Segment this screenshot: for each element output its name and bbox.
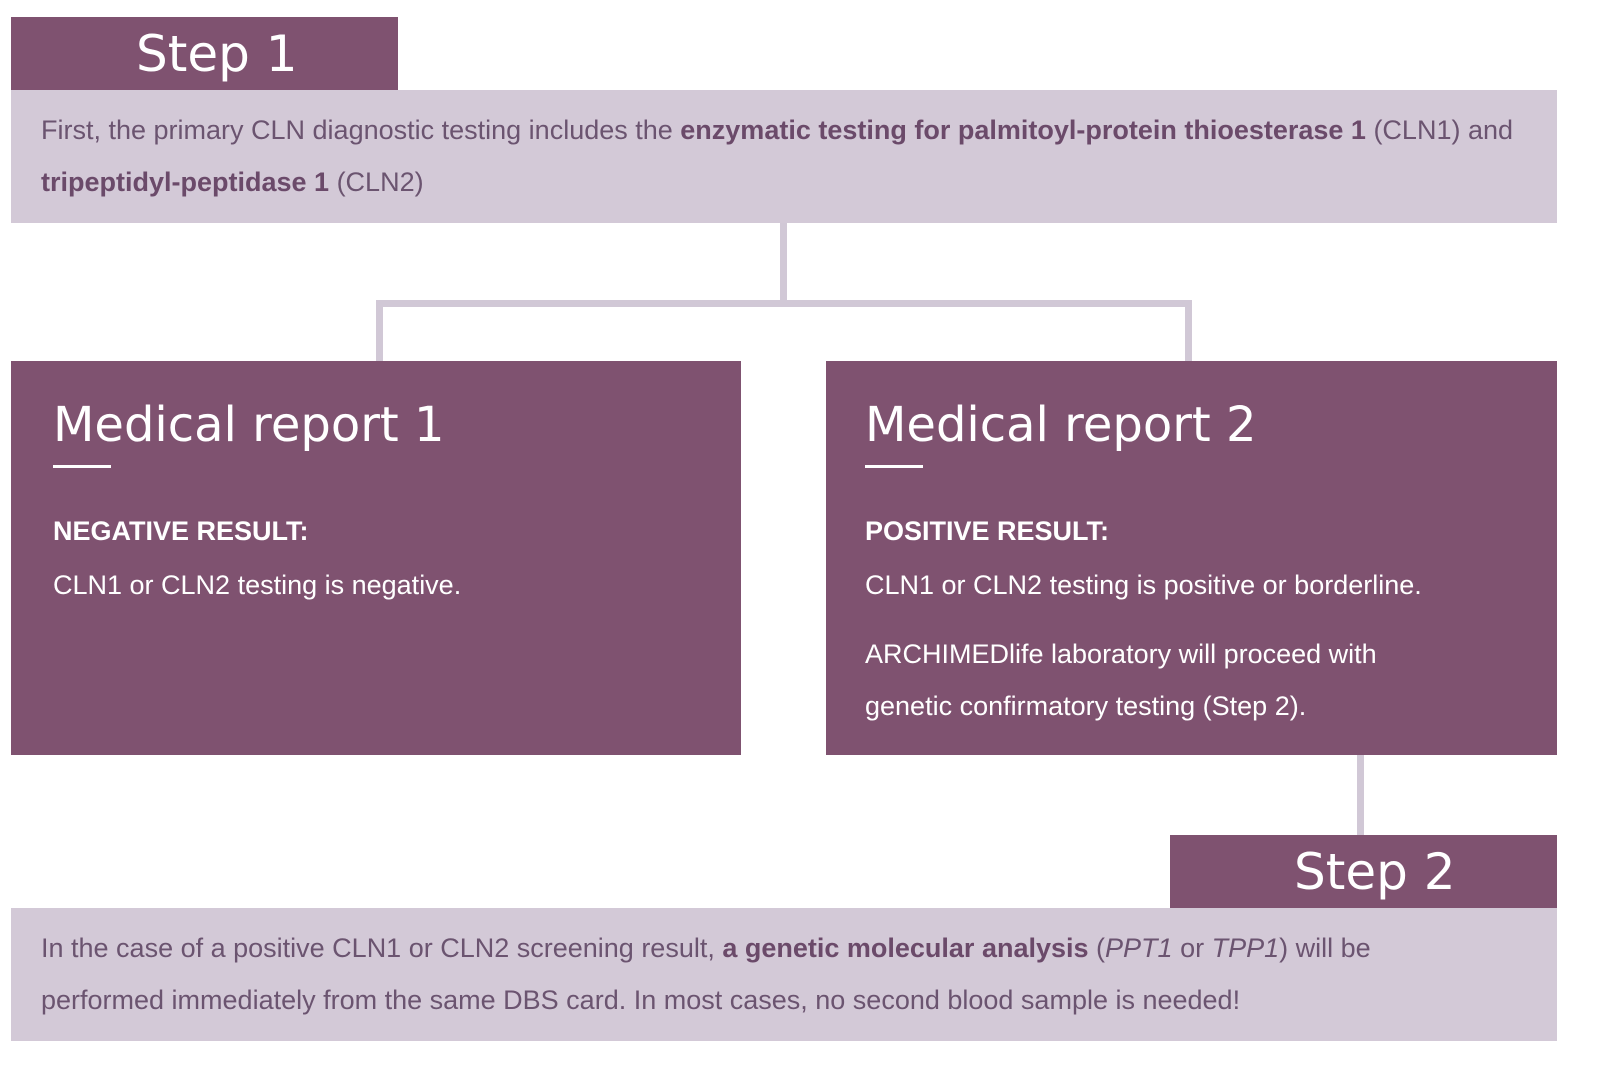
medical-report-1-box: Medical report 1 NEGATIVE RESULT: CLN1 o… xyxy=(11,361,741,755)
medical-report-2-text-2: ARCHIMEDlife laboratory will proceed wit… xyxy=(865,639,1377,721)
medical-report-1-underline xyxy=(53,465,111,468)
connector-to-report1 xyxy=(376,300,383,361)
medical-report-2-box: Medical report 2 POSITIVE RESULT: CLN1 o… xyxy=(826,361,1557,755)
medical-report-1-text: CLN1 or CLN2 testing is negative. xyxy=(53,570,462,600)
medical-report-1-title: Medical report 1 xyxy=(53,397,445,453)
step1-description: First, the primary CLN diagnostic testin… xyxy=(41,115,1514,197)
step2-label: Step 2 xyxy=(1294,843,1456,901)
connector-step1-down xyxy=(780,223,787,306)
medical-report-2-title: Medical report 2 xyxy=(865,397,1257,453)
step2-description: In the case of a positive CLN1 or CLN2 s… xyxy=(41,933,1371,1015)
step1-tab: Step 1 xyxy=(11,17,398,90)
step2-description-box: In the case of a positive CLN1 or CLN2 s… xyxy=(11,908,1557,1041)
medical-report-2-result-label: POSITIVE RESULT: xyxy=(865,516,1110,546)
medical-report-1-result-label: NEGATIVE RESULT: xyxy=(53,516,309,546)
medical-report-2-underline xyxy=(865,465,923,468)
step1-description-box: First, the primary CLN diagnostic testin… xyxy=(11,90,1557,223)
step1-label: Step 1 xyxy=(136,25,298,83)
connector-to-report2 xyxy=(1185,300,1192,361)
step2-tab: Step 2 xyxy=(1170,835,1557,908)
connector-report2-to-step2 xyxy=(1357,755,1364,835)
medical-report-2-text-1: CLN1 or CLN2 testing is positive or bord… xyxy=(865,570,1422,600)
connector-horizontal xyxy=(376,300,1192,307)
